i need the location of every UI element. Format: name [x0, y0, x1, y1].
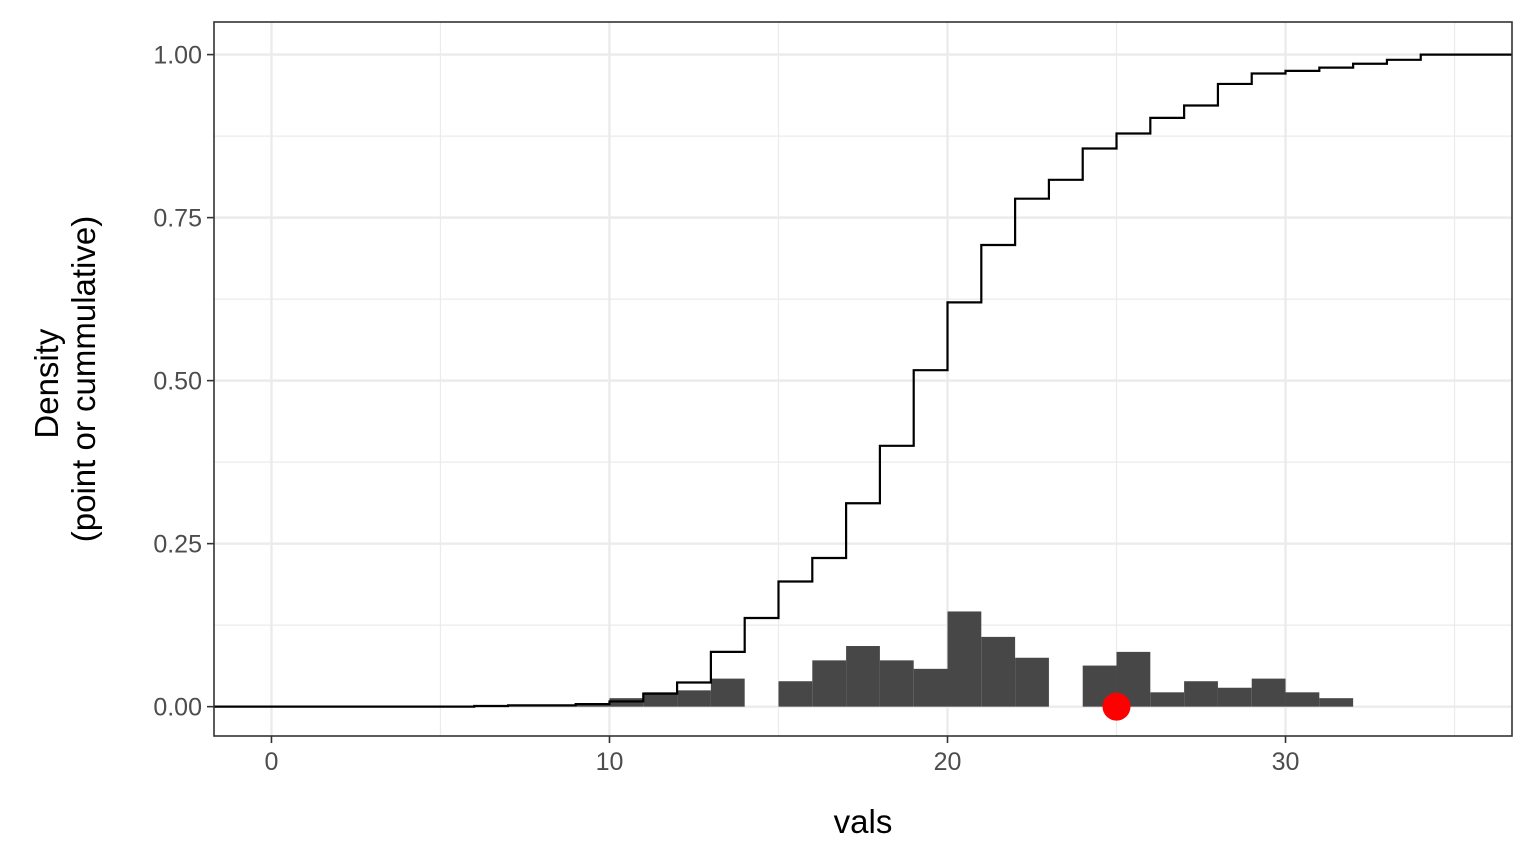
histogram-bar [778, 681, 813, 707]
histogram-bar [913, 668, 948, 707]
histogram-bar [1184, 681, 1218, 707]
y-axis-title-line-1: Density [28, 328, 65, 439]
histogram-bar [1217, 687, 1252, 707]
histogram-bar [1150, 692, 1185, 707]
histogram-bars [474, 611, 1354, 707]
x-axis-title: vals [834, 803, 893, 840]
y-tick-label: 1.00 [153, 42, 202, 70]
highlight-point [1102, 692, 1131, 721]
y-axis-title: Density (point or cummulative) [28, 216, 102, 542]
histogram-bar [677, 690, 711, 707]
x-tick-label: 20 [934, 748, 962, 776]
y-axis-ticks: 0.00 0.25 0.50 0.75 1.00 [153, 42, 214, 722]
panel-border [213, 21, 1513, 737]
y-tick-label: 0.75 [153, 205, 202, 233]
y-tick-label: 0.25 [153, 531, 202, 559]
histogram-bar [981, 636, 1016, 707]
cumulative-step-line [214, 53, 1512, 708]
histogram-bar [846, 646, 880, 707]
histogram-bar [1015, 657, 1049, 707]
y-axis-title-line-2: (point or cummulative) [65, 216, 102, 542]
histogram-bar [812, 660, 847, 707]
y-tick-label: 0.00 [153, 694, 202, 722]
histogram-bar [1319, 698, 1354, 707]
histogram-bar [879, 660, 914, 707]
histogram-bar [643, 692, 678, 707]
x-tick-label: 30 [1272, 748, 1300, 776]
histogram-bar [1285, 692, 1320, 707]
histogram-bar [947, 611, 982, 707]
x-tick-label: 10 [596, 748, 624, 776]
x-tick-label: 0 [265, 748, 279, 776]
x-axis-ticks: 0 10 20 30 [265, 736, 1300, 776]
histogram-bar [710, 678, 745, 707]
y-tick-label: 0.50 [153, 368, 202, 396]
histogram-bar [575, 704, 610, 707]
histogram-bar [1251, 678, 1286, 707]
